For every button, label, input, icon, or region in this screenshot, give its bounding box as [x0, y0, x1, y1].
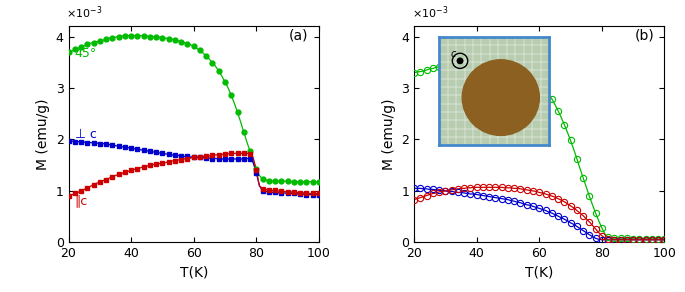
Text: ∥c: ∥c [75, 194, 88, 207]
Text: (b): (b) [634, 28, 654, 42]
X-axis label: T(K): T(K) [179, 266, 208, 280]
Text: $\times 10^{-3}$: $\times 10^{-3}$ [66, 4, 102, 21]
Text: ⊥ c: ⊥ c [75, 128, 97, 141]
Text: 45°: 45° [75, 47, 97, 60]
Y-axis label: M (emu/g): M (emu/g) [382, 99, 396, 170]
Text: $\times 10^{-3}$: $\times 10^{-3}$ [412, 4, 448, 21]
Y-axis label: M (emu/g): M (emu/g) [36, 99, 50, 170]
Text: (a): (a) [289, 28, 308, 42]
X-axis label: T(K): T(K) [525, 266, 553, 280]
